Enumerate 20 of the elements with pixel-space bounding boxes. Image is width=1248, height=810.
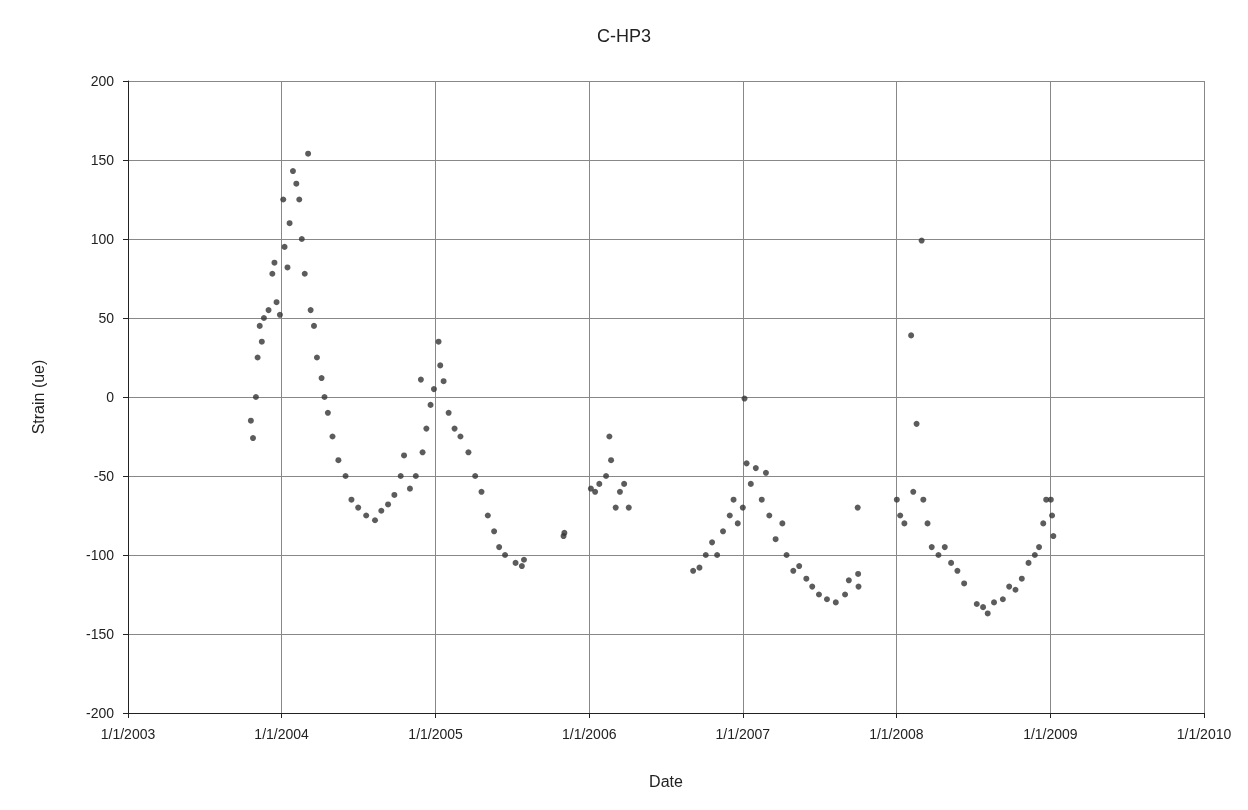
y-tick-label: -50 [93, 468, 115, 484]
y-tick-label: 100 [90, 231, 115, 247]
y-tick-label: -100 [85, 547, 115, 563]
y-tick-label: 200 [90, 73, 115, 89]
chart-title: C-HP3 [596, 26, 652, 46]
x-tick-label: 1/1/2009 [1023, 726, 1078, 742]
y-tick-label: 0 [106, 389, 115, 405]
y-tick-label: 150 [90, 152, 115, 168]
x-tick-label: 1/1/2008 [869, 726, 924, 742]
y-axis-title: Strain (ue) [29, 359, 47, 435]
y-tick-label: -200 [85, 705, 115, 721]
x-tick-label: 1/1/2004 [254, 726, 310, 742]
x-axis-title: Date [649, 772, 683, 790]
x-tick-label: 1/1/2006 [561, 726, 617, 742]
x-tick-label: 1/1/2007 [715, 726, 771, 742]
x-tick-label: 1/1/2003 [100, 726, 156, 742]
y-tick-label: -150 [85, 626, 115, 642]
x-tick-label: 1/1/2010 [1176, 726, 1232, 742]
x-tick-label: 1/1/2005 [408, 726, 464, 742]
y-tick-label: 50 [98, 310, 115, 326]
